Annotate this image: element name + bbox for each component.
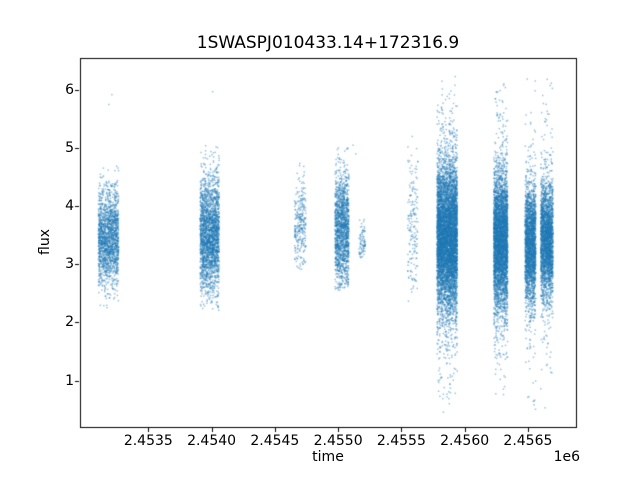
y-tick-label: 4	[65, 198, 74, 215]
x-tick-label: 2.4555	[376, 433, 426, 449]
plot-title: 1SWASPJ010433.14+172316.9	[196, 33, 460, 53]
x-axis-label: time	[312, 449, 344, 465]
x-tick-label: 2.4560	[440, 433, 490, 449]
x-offset-label: 1e6	[553, 449, 580, 465]
x-tick-label: 2.4545	[250, 433, 300, 449]
x-tick-label: 2.4535	[123, 433, 173, 449]
y-tick-label: 2	[65, 314, 74, 331]
y-tick-label: 1	[65, 372, 74, 389]
x-tick-label: 2.4550	[313, 433, 363, 449]
y-tick-label: 6	[65, 81, 74, 98]
y-axis-label: flux	[37, 229, 53, 255]
y-tick-label: 3	[65, 256, 74, 273]
x-tick-label: 2.4565	[503, 433, 553, 449]
y-tick-label: 5	[65, 140, 74, 157]
x-tick-label: 2.4540	[187, 433, 237, 449]
